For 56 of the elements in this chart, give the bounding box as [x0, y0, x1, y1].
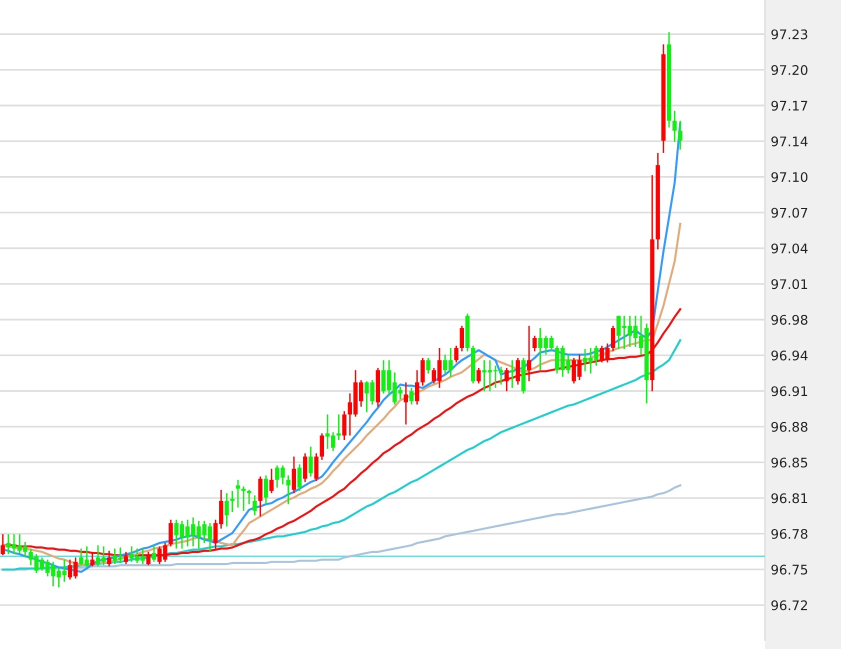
candlestick	[308, 446, 313, 478]
candlestick	[146, 551, 150, 566]
candlestick	[297, 464, 302, 492]
candlestick	[241, 486, 246, 512]
candlestick	[286, 474, 290, 505]
y-tick-label: 96.98	[771, 314, 808, 325]
candlestick	[510, 359, 514, 389]
candlestick	[303, 452, 308, 483]
candlestick	[314, 452, 318, 482]
candlestick	[124, 551, 128, 565]
candlestick	[264, 474, 268, 505]
y-tick-label: 96.85	[771, 458, 808, 468]
candlestick	[224, 492, 229, 528]
candlestick	[320, 432, 324, 461]
candlestick	[672, 110, 677, 143]
candlestick	[476, 367, 481, 384]
candlestick	[336, 414, 341, 441]
candlestick	[678, 120, 682, 150]
candlestick	[342, 410, 346, 441]
candlestick	[292, 456, 296, 494]
y-tick-label: 96.81	[771, 493, 808, 504]
candlestick	[610, 325, 616, 352]
candlestick	[516, 357, 520, 386]
candlestick	[420, 357, 425, 386]
candlestick	[532, 335, 537, 352]
y-tick-label: 97.20	[771, 65, 808, 76]
y-tick-label: 96.91	[771, 386, 808, 396]
y-tick-label: 96.94	[771, 350, 808, 360]
candlestick	[454, 345, 458, 364]
y-tick-label: 97.04	[771, 243, 808, 254]
candlestick	[404, 382, 408, 426]
candlestick	[168, 519, 173, 548]
candlestick	[258, 476, 262, 518]
y-tick-label: 97.17	[771, 100, 808, 111]
candlestick	[269, 468, 274, 494]
y-tick-label: 97.10	[771, 172, 808, 182]
candlestick	[526, 325, 532, 382]
candlestick	[415, 369, 420, 406]
y-tick-label: 97.23	[771, 29, 808, 40]
y-tick-label: 96.75	[771, 564, 808, 575]
y-tick-label: 97.01	[771, 279, 808, 290]
candlestick	[426, 357, 430, 374]
candlestick	[90, 551, 94, 567]
candlestick	[152, 544, 156, 563]
y-tick-label: 97.07	[771, 208, 808, 218]
y-tick-label: 96.78	[771, 528, 808, 539]
y-tick-label: 96.88	[771, 422, 808, 432]
candlestick	[504, 367, 509, 392]
candlestick	[0, 533, 5, 556]
candlestick	[230, 490, 234, 513]
candlestick	[409, 387, 414, 406]
candlestick	[252, 494, 257, 516]
candlestick	[107, 550, 112, 567]
candlestick	[460, 325, 464, 352]
y-tick-label: 96.72	[771, 600, 808, 610]
y-tick-label: 97.14	[771, 136, 808, 146]
